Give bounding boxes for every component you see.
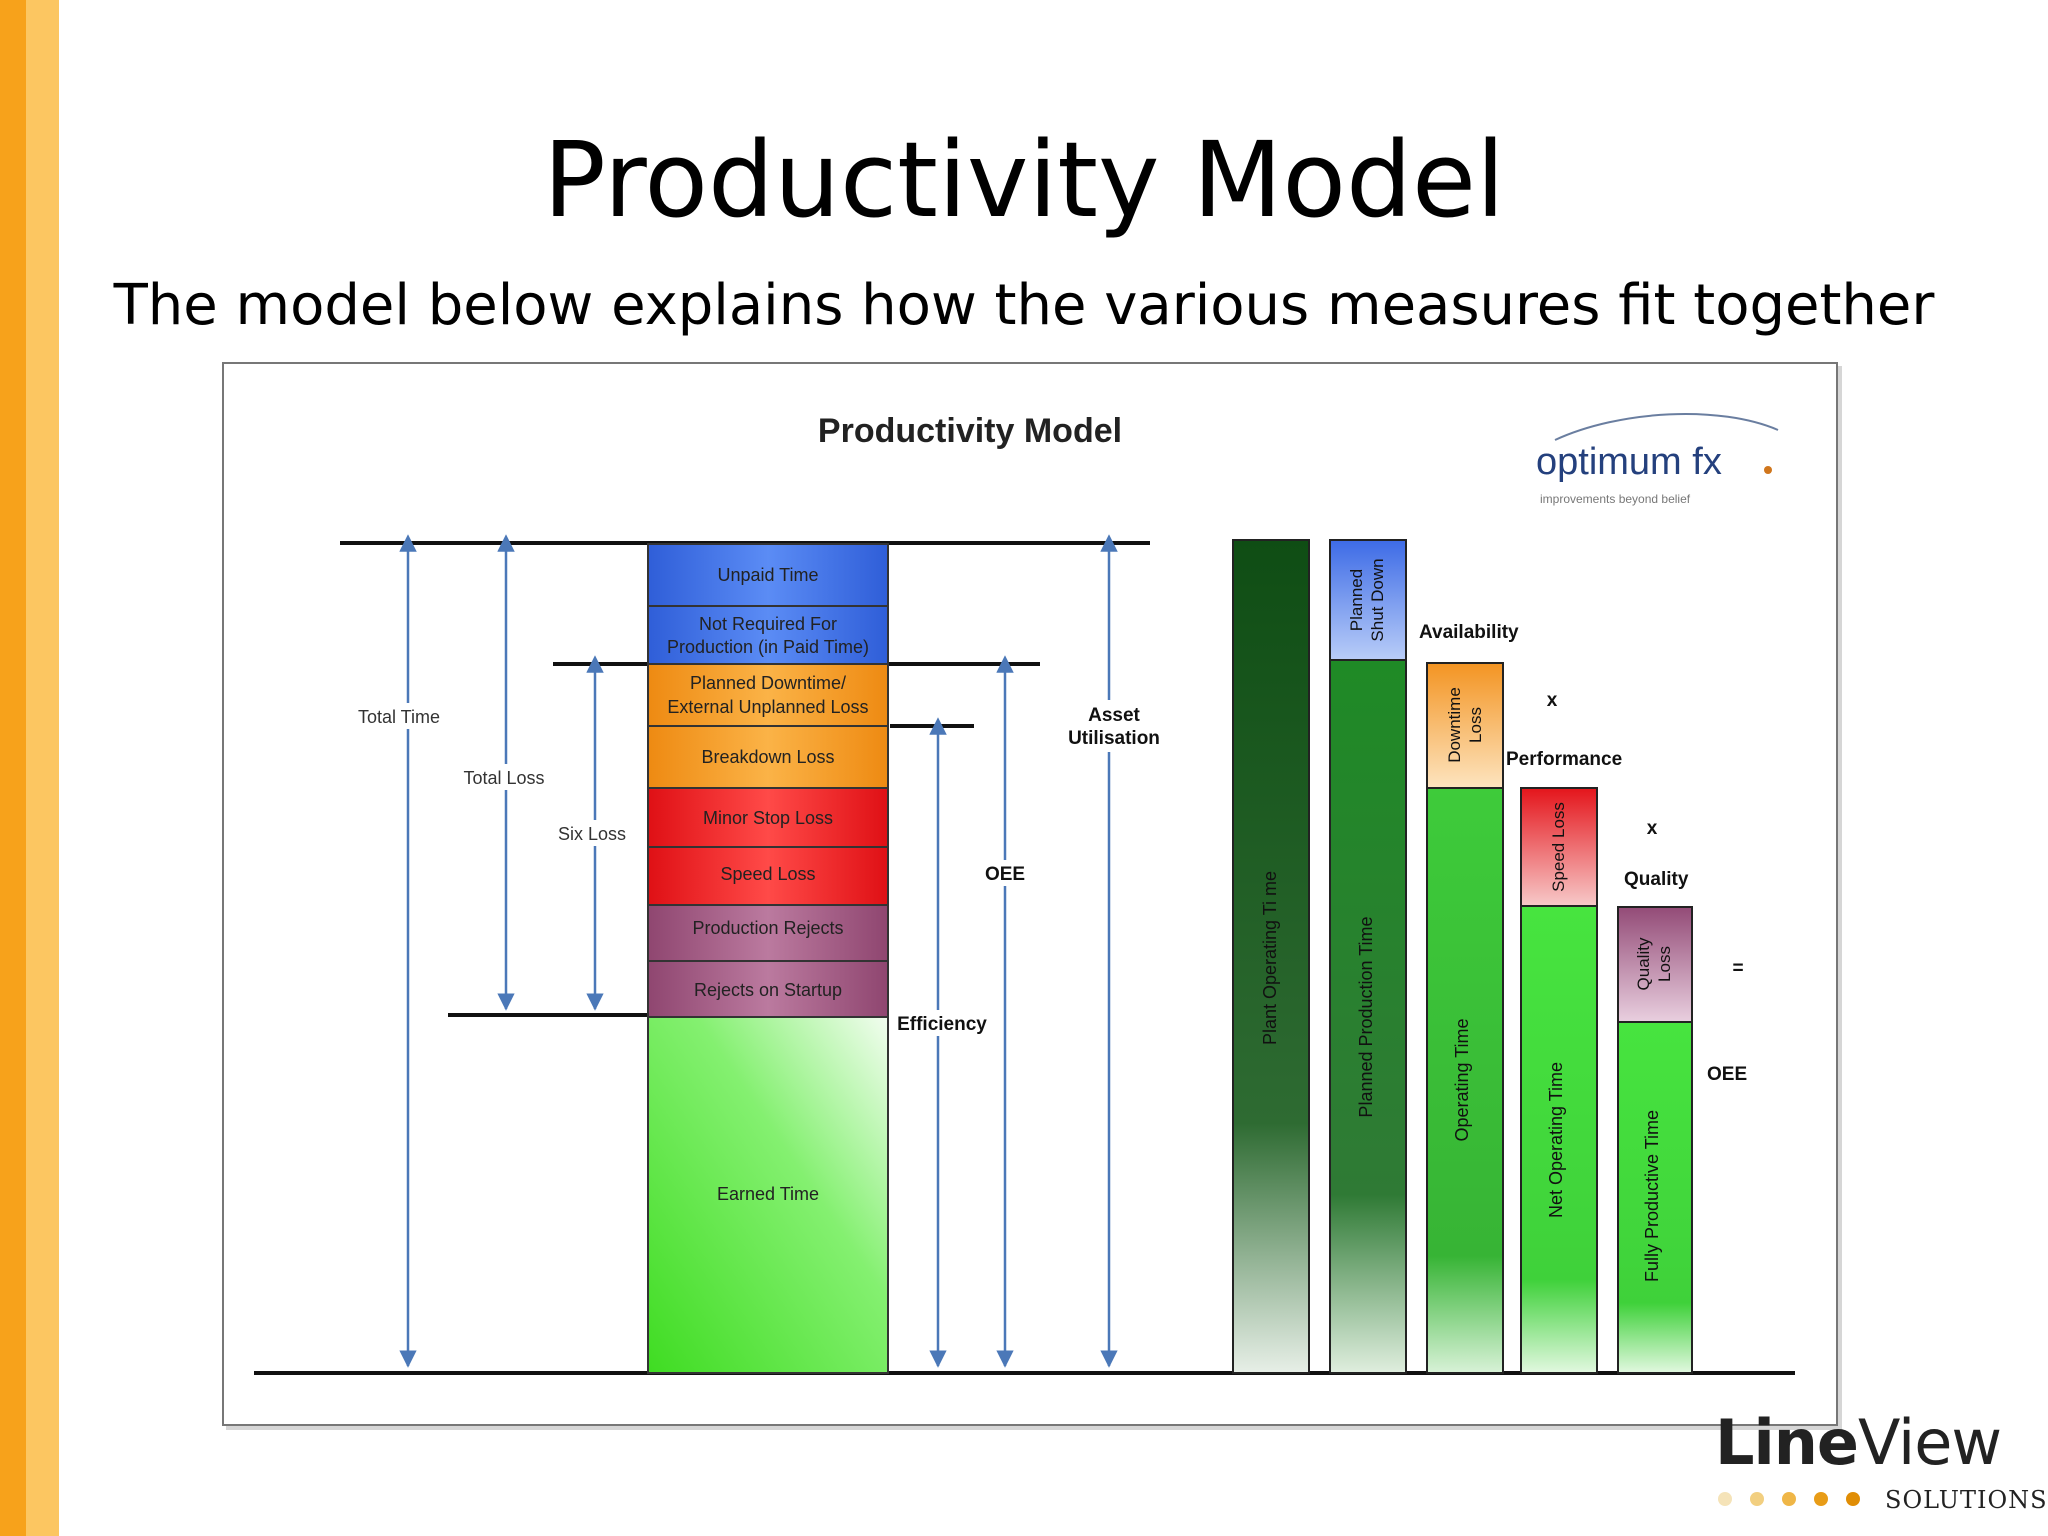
performance-label: Performance	[1506, 749, 1622, 770]
orange-accent-stripe	[0, 0, 26, 1536]
segment-label: Minor Stop Loss	[703, 808, 833, 828]
asset-utilisation-label-1: Asset	[1088, 705, 1140, 726]
lineview-dot	[1750, 1492, 1764, 1506]
time-breakdown-stack: Unpaid Time Not Required For Production …	[647, 543, 889, 1374]
lineview-logo-bold: Line	[1715, 1406, 1859, 1479]
lineview-dot	[1782, 1492, 1796, 1506]
equals-operator: =	[1732, 958, 1743, 979]
oee-measure-label: OEE	[985, 864, 1025, 885]
column-label: Speed Loss	[1549, 802, 1568, 892]
segment-earned-time	[647, 1016, 889, 1374]
lineview-dot	[1718, 1492, 1732, 1506]
column-plant-operating-time	[1232, 539, 1310, 1374]
oee-columns: Plant Operating Ti me Planned Shut Down …	[1232, 539, 1693, 1374]
total-loss-label: Total Loss	[463, 768, 544, 788]
column-quality-loss	[1617, 906, 1693, 1023]
column-fully-productive-time	[1617, 1021, 1693, 1374]
segment-rejects-on-startup	[647, 960, 889, 1018]
lineview-logo-light: View	[1857, 1406, 2002, 1479]
segment-label: Earned Time	[717, 1184, 819, 1204]
segment-label: Rejects on Startup	[694, 980, 842, 1000]
quality-label: Quality	[1624, 869, 1689, 890]
asset-utilisation-label-2: Utilisation	[1068, 728, 1160, 749]
oee-result-label: OEE	[1707, 1064, 1747, 1085]
segment-label: External Unplanned Loss	[667, 697, 868, 717]
slide-subtitle: The model below explains how the various…	[113, 273, 1935, 338]
column-label: Planned Production Time	[1356, 916, 1376, 1117]
column-label: Fully Productive Time	[1642, 1110, 1662, 1282]
segment-unpaid-time	[647, 543, 889, 607]
availability-label: Availability	[1419, 622, 1519, 643]
slide-title: Productivity Model	[543, 119, 1505, 241]
optimum-fx-logo-text: optimum fx	[1536, 441, 1722, 483]
column-label: Shut Down	[1368, 558, 1387, 641]
segment-label: Speed Loss	[720, 864, 815, 884]
column-speed-loss	[1520, 787, 1598, 907]
optimum-fx-tagline: improvements beyond belief	[1540, 492, 1691, 506]
light-orange-accent-stripe	[26, 0, 59, 1536]
segment-label: Unpaid Time	[717, 565, 818, 585]
diagram-title: Productivity Model	[818, 412, 1122, 450]
segment-breakdown-loss	[647, 725, 889, 789]
column-planned-production-time	[1329, 659, 1407, 1374]
segment-not-required	[647, 605, 889, 665]
times-operator: x	[1547, 690, 1558, 711]
lineview-dots	[1718, 1492, 1878, 1510]
column-operating-time	[1426, 787, 1504, 1374]
efficiency-label: Efficiency	[897, 1014, 987, 1035]
segment-minor-stop-loss	[647, 787, 889, 848]
total-time-label: Total Time	[358, 707, 440, 727]
segment-label: Production (in Paid Time)	[667, 637, 869, 657]
column-label: Downtime	[1445, 687, 1464, 763]
lineview-dot	[1846, 1492, 1860, 1506]
column-label: Net Operating Time	[1546, 1062, 1566, 1218]
six-loss-label: Six Loss	[558, 824, 626, 844]
column-net-operating-time	[1520, 905, 1598, 1374]
optimum-fx-logo: optimum fx improvements beyond belief	[1536, 412, 1779, 506]
column-label: Plant Operating Ti me	[1260, 871, 1280, 1045]
column-planned-shut-down	[1329, 539, 1407, 661]
lineview-logo: LineView	[1715, 1412, 2045, 1482]
times-operator: x	[1647, 818, 1658, 839]
segment-production-rejects	[647, 904, 889, 962]
segment-label: Production Rejects	[692, 918, 843, 938]
segment-planned-downtime	[647, 663, 889, 727]
column-label: Loss	[1655, 946, 1674, 982]
segment-label: Breakdown Loss	[701, 747, 834, 767]
lineview-dot	[1814, 1492, 1828, 1506]
segment-label: Not Required For	[699, 614, 837, 634]
column-label: Quality	[1634, 937, 1653, 990]
segment-speed-loss	[647, 846, 889, 906]
column-label: Loss	[1466, 707, 1485, 743]
lineview-solutions-text: SOLUTIONS	[1885, 1486, 2048, 1514]
column-downtime-loss	[1426, 662, 1504, 789]
column-label: Planned	[1347, 569, 1366, 631]
segment-label: Planned Downtime/	[690, 673, 846, 693]
column-label: Operating Time	[1452, 1018, 1472, 1141]
